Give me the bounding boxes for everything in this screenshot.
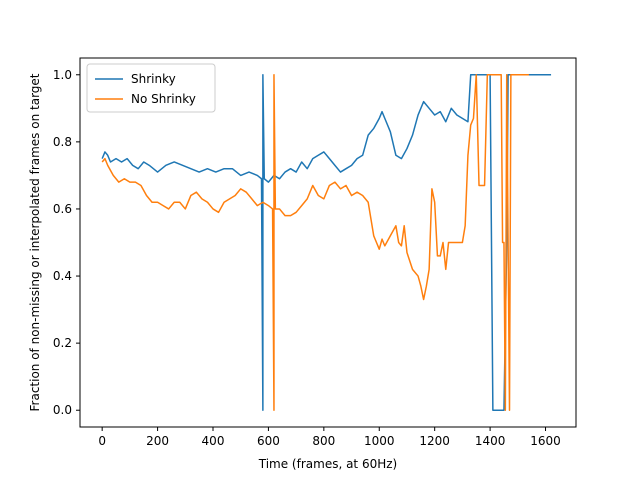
x-tick-label: 1600 [530,434,561,448]
y-axis-ticks: 0.0 0.2 0.4 0.6 0.8 1.0 [53,68,80,417]
y-tick-label: 0.8 [53,135,72,149]
y-tick-label: 0.0 [53,403,72,417]
series-line-0 [101,74,552,411]
x-tick-label: 800 [312,434,335,448]
legend: Shrinky No Shrinky [86,63,216,113]
y-tick-label: 1.0 [53,68,72,82]
y-tick-label: 0.4 [53,269,72,283]
x-tick-label: 400 [202,434,225,448]
series-layer [101,74,552,411]
x-tick-label: 1000 [364,434,395,448]
axes-frame [79,57,577,428]
legend-box [86,63,216,113]
series-line-1 [101,74,529,411]
x-axis-label: Time (frames, at 60Hz) [258,457,397,471]
y-tick-label: 0.2 [53,336,72,350]
legend-label-1: No Shrinky [131,92,196,106]
x-axis-ticks: 0 200 400 600 800 1000 1200 1400 1600 [98,427,561,448]
x-tick-label: 1200 [419,434,450,448]
y-tick-label: 0.6 [53,202,72,216]
x-tick-label: 200 [146,434,169,448]
x-tick-label: 1400 [475,434,506,448]
legend-label-0: Shrinky [131,72,176,86]
x-tick-label: 600 [257,434,280,448]
y-axis-label: Fraction of non-missing or interpolated … [28,73,42,411]
x-tick-label: 0 [98,434,106,448]
